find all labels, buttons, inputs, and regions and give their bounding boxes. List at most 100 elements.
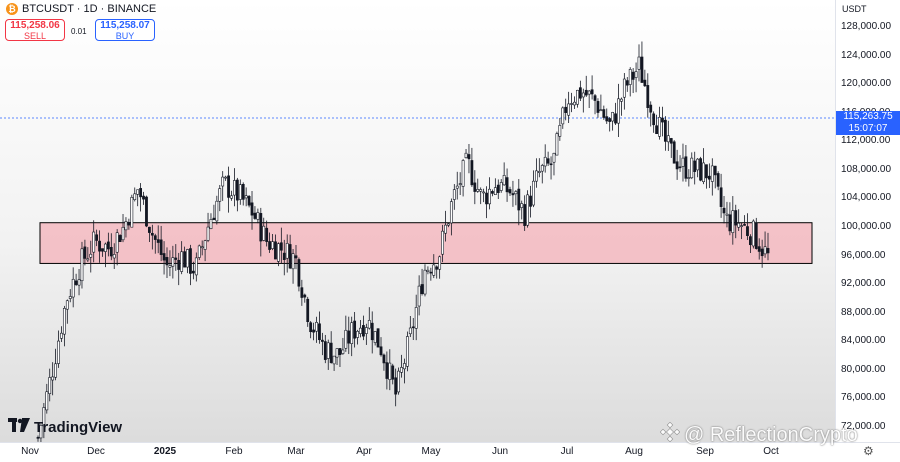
candle-body <box>620 98 623 102</box>
candle-body <box>36 437 40 439</box>
candle-body <box>578 87 582 99</box>
candle-body <box>426 269 430 272</box>
candle-body <box>666 135 670 143</box>
candle-body <box>279 242 283 251</box>
candle-body <box>57 340 60 364</box>
candle-body <box>367 320 371 329</box>
candle-body <box>65 300 69 310</box>
price-tick-label: 112,000.00 <box>841 135 891 147</box>
candle-body <box>341 349 345 354</box>
currency-label[interactable]: USDT <box>842 4 867 14</box>
candle-body <box>546 158 550 164</box>
candle-body <box>62 308 66 335</box>
candle-body <box>496 184 500 193</box>
candle-body <box>186 249 189 268</box>
candle-body <box>628 69 632 85</box>
candle-body <box>719 187 723 207</box>
candle-body <box>722 207 726 214</box>
candle-body <box>180 251 184 272</box>
candle-body <box>417 285 421 307</box>
candle-body <box>356 330 359 338</box>
candle-body <box>467 154 471 160</box>
candle-body <box>89 253 93 258</box>
candle-body <box>455 185 459 189</box>
candle-body <box>751 220 755 247</box>
candle-body <box>403 363 406 370</box>
support-zone[interactable] <box>39 222 813 264</box>
candle-body <box>408 327 412 335</box>
candle-body <box>482 191 486 194</box>
candle-body <box>362 325 365 337</box>
candle-body <box>54 363 57 378</box>
candle-body <box>737 222 741 228</box>
candle-body <box>669 138 673 144</box>
candle-body <box>51 376 55 381</box>
candle-body <box>133 193 137 201</box>
candle-body <box>118 235 122 242</box>
candle-body <box>209 219 213 229</box>
chart-plot-area[interactable] <box>0 0 835 442</box>
time-axis[interactable] <box>0 442 900 462</box>
candle-body <box>405 336 409 367</box>
candle-body <box>716 173 720 187</box>
candle-body <box>432 264 436 276</box>
candle-body <box>763 246 767 255</box>
candle-body <box>379 346 383 356</box>
candle-body <box>678 166 682 169</box>
candle-body <box>391 365 395 380</box>
candle-body <box>359 327 362 334</box>
candle-body <box>696 158 700 171</box>
candle-body <box>265 227 269 242</box>
candle-body <box>581 92 585 98</box>
candlestick-chart[interactable] <box>0 0 835 442</box>
price-tick-label: 104,000.00 <box>841 192 892 204</box>
price-tick-label: 124,000.00 <box>841 49 892 61</box>
candle-body <box>83 246 87 259</box>
candle-body <box>461 160 465 187</box>
candle-body <box>593 95 597 101</box>
symbol-header[interactable]: ₿ BTCUSDT · 1D · BINANCE <box>6 3 156 15</box>
candle-body <box>86 258 90 261</box>
price-tick-label: 88,000.00 <box>841 306 886 318</box>
candle-body <box>329 342 333 363</box>
candle-body <box>760 248 764 257</box>
candle-body <box>224 176 228 179</box>
candle-body <box>555 133 559 156</box>
candle-body <box>74 280 78 285</box>
price-axis[interactable] <box>835 0 900 442</box>
candle-body <box>564 106 568 113</box>
candle-body <box>136 189 140 195</box>
candle-body <box>318 323 321 341</box>
candle-body <box>385 362 389 379</box>
sell-button[interactable]: 115,258.06 SELL <box>5 19 65 41</box>
candle-body <box>397 370 401 393</box>
price-tick-label: 96,000.00 <box>841 249 886 261</box>
candle-body <box>101 248 104 252</box>
candle-body <box>400 367 403 373</box>
candle-body <box>148 226 151 233</box>
candle-body <box>174 257 178 260</box>
buy-button[interactable]: 115,258.07 BUY <box>95 19 155 41</box>
candle-body <box>127 222 131 226</box>
time-tick-label: Feb <box>225 446 243 457</box>
candle-body <box>262 225 266 241</box>
candle-body <box>320 339 324 342</box>
candle-body <box>441 230 444 255</box>
candle-body <box>643 79 647 87</box>
settings-gear-icon[interactable]: ⚙ <box>863 444 874 458</box>
candle-body <box>488 188 491 205</box>
candle-body <box>189 248 192 274</box>
candle-body <box>596 101 600 113</box>
tradingview-logo[interactable]: TradingView <box>8 418 122 436</box>
candle-body <box>124 221 128 231</box>
candle-body <box>681 157 685 167</box>
candle-body <box>637 56 641 70</box>
candle-body <box>98 240 101 252</box>
candle-body <box>145 196 148 227</box>
candle-body <box>282 252 286 260</box>
candle-body <box>687 177 691 179</box>
candle-body <box>277 243 280 262</box>
price-tick-label: 92,000.00 <box>841 278 886 290</box>
candle-body <box>447 223 450 226</box>
candle-body <box>221 176 225 187</box>
